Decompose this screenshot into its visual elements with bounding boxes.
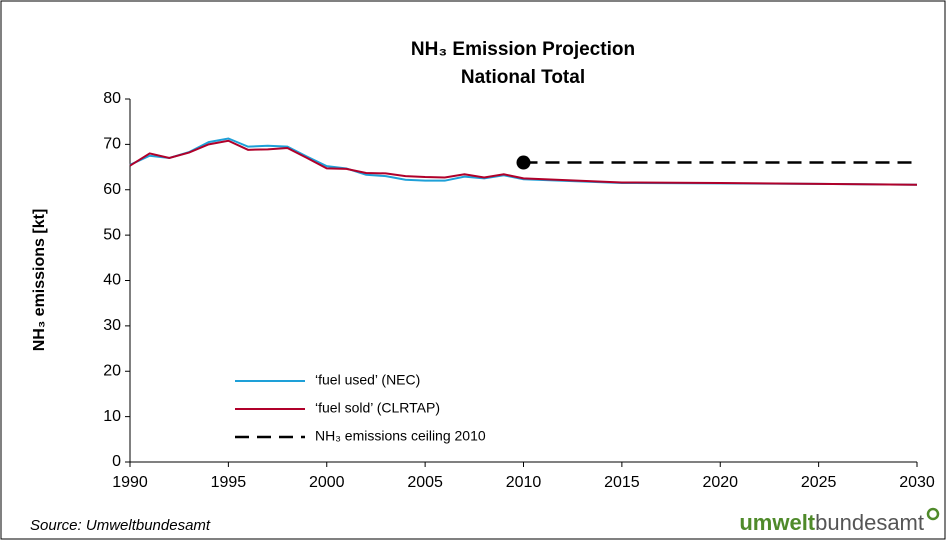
x-tick-label: 2005 bbox=[407, 474, 443, 491]
x-tick-label: 1995 bbox=[211, 474, 247, 491]
y-tick-label: 40 bbox=[103, 272, 121, 289]
legend-label: ‘fuel used’ (NEC) bbox=[315, 372, 420, 388]
y-tick-label: 60 bbox=[103, 181, 121, 198]
source: Source: Umweltbundesamt bbox=[30, 517, 211, 534]
start-marker bbox=[516, 155, 531, 170]
x-tick-label: 2025 bbox=[801, 474, 837, 491]
x-tick-label: 2015 bbox=[604, 474, 640, 491]
x-tick-label: 2020 bbox=[702, 474, 738, 491]
y-axis-label: NH₃ emissions [kt] bbox=[31, 209, 48, 352]
logo: umweltbundesamt bbox=[739, 510, 924, 535]
logo-mark bbox=[926, 507, 940, 521]
x-tick-label: 2030 bbox=[899, 474, 935, 491]
chart-subtitle: National Total bbox=[461, 67, 585, 88]
x-tick-label: 2000 bbox=[309, 474, 345, 491]
y-tick-label: 50 bbox=[103, 226, 121, 243]
legend-label: NH₃ emissions ceiling 2010 bbox=[315, 428, 486, 444]
chart-title: NH₃ Emission Projection bbox=[411, 39, 635, 60]
y-tick-label: 30 bbox=[103, 317, 121, 334]
y-tick-label: 20 bbox=[103, 362, 121, 379]
y-tick-label: 80 bbox=[103, 90, 121, 107]
logo-bold: umwelt bbox=[739, 510, 815, 535]
legend-label: ‘fuel sold’ (CLRTAP) bbox=[315, 400, 440, 416]
logo-rest: bundesamt bbox=[815, 510, 924, 535]
x-tick-label: 1990 bbox=[112, 474, 148, 491]
y-tick-label: 0 bbox=[112, 453, 121, 470]
y-tick-label: 70 bbox=[103, 136, 121, 153]
x-tick-label: 2010 bbox=[506, 474, 542, 491]
y-tick-label: 10 bbox=[103, 408, 121, 425]
series-line bbox=[129, 139, 918, 186]
